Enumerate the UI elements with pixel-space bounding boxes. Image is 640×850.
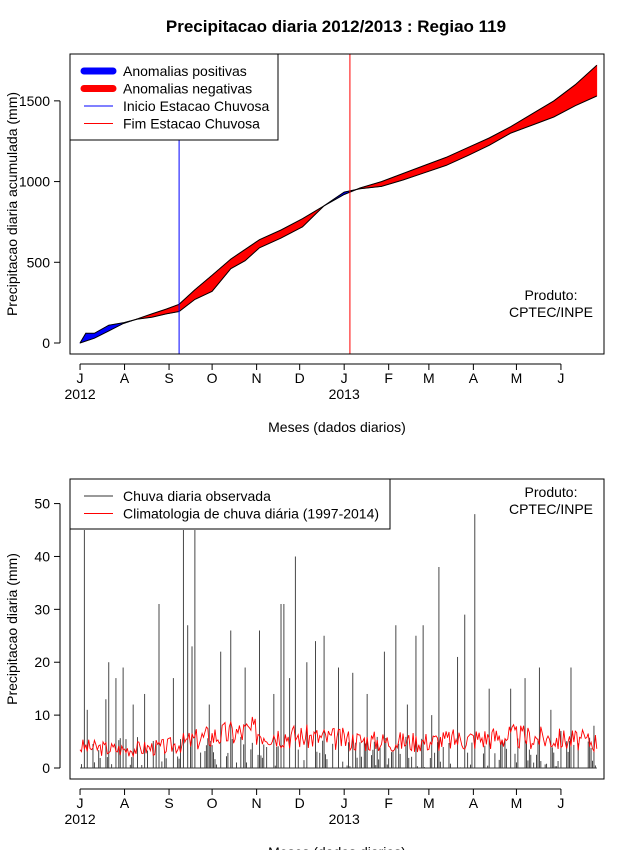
top-legend-label: Fim Estacao Chuvosa [123,116,260,132]
top-product-name: CPTEC/INPE [509,304,593,320]
top-x-tick-label: A [469,370,479,386]
bottom-y-tick-label: 30 [34,601,50,617]
bottom-x-tick-label: J [341,795,348,811]
bottom-legend-label: Climatologia de chuva diária (1997-2014) [123,506,379,522]
top-x-tick-label: J [341,370,348,386]
top-legend: Anomalias positivas Anomalias negativasIn… [69,53,279,141]
bottom-y-tick-label: 10 [34,707,50,723]
top-y-tick-label: 1000 [19,174,50,190]
bottom-x-tick-label: O [207,795,218,811]
top-x-tick-label: A [120,370,130,386]
bottom-legend: Chuva diaria observada Climatologia de ch… [69,478,391,530]
top-plot-frame [69,53,605,355]
top-legend-label: Inicio Estacao Chuvosa [123,98,270,114]
bottom-legend-box [69,478,391,530]
top-y-tick-label: 0 [42,335,50,351]
bottom-product-name: CPTEC/INPE [509,501,593,517]
climatology-daily-line [79,716,598,758]
top-y-tick-label: 1500 [19,93,50,109]
top-y-axis-label: Precipitacao diaria acumulada (mm) [4,92,20,316]
bottom-x-axis-label: Meses (dados diarios) [268,844,406,850]
anomaly-area [595,64,598,98]
top-x-tick-label: M [423,370,435,386]
observed-accum-line [79,95,598,344]
top-x-tick-label: M [511,370,523,386]
top-x-tick-label: J [77,370,84,386]
top-x-tick-label: J [557,370,564,386]
bottom-x-tick-label: J [77,795,84,811]
top-product-label: Produto: [525,287,578,303]
top-year-label: 2013 [329,386,360,402]
bottom-y-tick-label: 20 [34,654,50,670]
bottom-x-tick-label: D [295,795,305,811]
top-y-tick-label: 500 [27,254,51,270]
top-x-tick-label: F [384,370,393,386]
bottom-x-tick-label: J [557,795,564,811]
bottom-year-label: 2012 [64,811,95,827]
bottom-x-tick-label: M [423,795,435,811]
bottom-x-tick-label: M [511,795,523,811]
bottom-product-label: Produto: [525,484,578,500]
bottom-x-tick-label: A [469,795,479,811]
bottom-legend-label: Chuva diaria observada [123,488,271,504]
bottom-x-tick-label: S [164,795,173,811]
top-legend-label: Anomalias positivas [123,63,247,79]
top-year-label: 2012 [64,386,95,402]
top-x-tick-label: D [295,370,305,386]
bottom-x-tick-label: A [120,795,130,811]
top-x-tick-label: S [164,370,173,386]
bottom-y-tick-label: 40 [34,548,50,564]
bottom-y-tick-label: 0 [42,760,50,776]
top-legend-label: Anomalias negativas [123,81,252,97]
climatology-accum-line [79,64,598,344]
top-x-tick-label: O [207,370,218,386]
top-x-tick-label: N [252,370,262,386]
bottom-chart: JASONDJFMAMJ2012201301020304050Meses (da… [4,478,605,850]
page-title: Precipitacao diaria 2012/2013 : Regiao 1… [166,17,506,36]
bottom-y-tick-label: 50 [34,496,50,512]
bottom-x-tick-label: F [384,795,393,811]
bottom-x-tick-label: N [252,795,262,811]
top-x-axis-label: Meses (dados diarios) [268,419,406,435]
bottom-y-axis-label: Precipitacao diaria (mm) [4,553,20,705]
bottom-year-label: 2013 [329,811,360,827]
